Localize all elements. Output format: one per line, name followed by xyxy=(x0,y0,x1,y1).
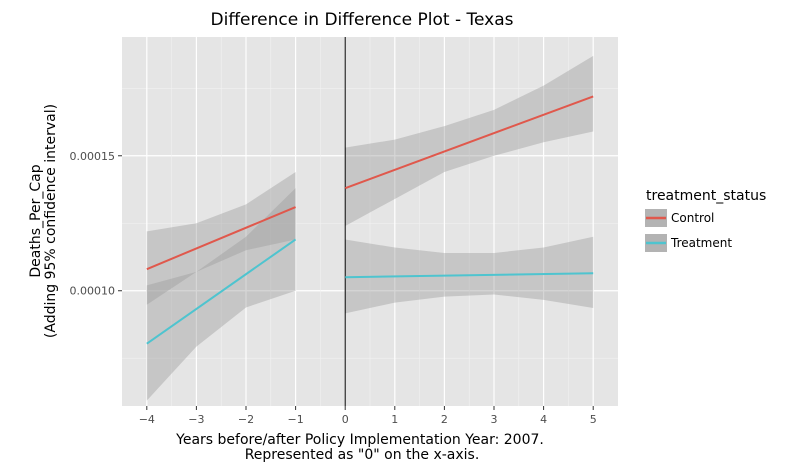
legend-label-control: Control xyxy=(671,211,714,225)
confidence-band-treatment-before xyxy=(146,188,296,401)
gridlines xyxy=(122,37,618,406)
line-treatment-after xyxy=(345,272,594,279)
y-tick-label: 0.00010 xyxy=(70,285,116,298)
x-tick-label: −3 xyxy=(188,413,204,426)
y-axis-ticks: 0.00010 0.00015 xyxy=(70,150,122,298)
y-axis-title-line-1: Deaths_Per_Cap xyxy=(28,164,44,277)
line-control-before xyxy=(146,206,296,271)
y-axis-title: Deaths_Per_Cap (Adding 95% confidence in… xyxy=(28,104,59,338)
chart-title: Difference in Difference Plot - Texas xyxy=(211,10,514,30)
x-tick-label: 1 xyxy=(391,413,398,426)
x-axis-ticks: −4 −3 −2 −1 0 1 2 3 4 5 xyxy=(139,406,597,426)
legend-label-treatment: Treatment xyxy=(670,236,732,250)
x-tick-label: 3 xyxy=(491,413,498,426)
confidence-band-control-after xyxy=(345,55,594,226)
line-control-after xyxy=(344,95,594,190)
x-tick-label: 5 xyxy=(590,413,597,426)
legend: treatment_status Control Treatment xyxy=(645,188,766,252)
y-axis-title-line-2: (Adding 95% confidence interval) xyxy=(43,104,59,338)
x-tick-label: 0 xyxy=(342,413,349,426)
x-tick-label: 2 xyxy=(441,413,448,426)
line-treatment-before xyxy=(146,238,297,345)
x-tick-label: 4 xyxy=(540,413,547,426)
legend-title: treatment_status xyxy=(646,188,766,204)
x-tick-label: −2 xyxy=(238,413,254,426)
series-lines xyxy=(146,95,594,345)
legend-entries: Control Treatment xyxy=(645,209,732,252)
y-tick-label: 0.00015 xyxy=(70,150,116,163)
x-axis-title-line-2: Represented as "0" on the x-axis. xyxy=(245,447,480,463)
x-tick-label: −4 xyxy=(139,413,155,426)
x-axis-title-line-1: Years before/after Policy Implementation… xyxy=(175,432,544,448)
x-tick-label: −1 xyxy=(287,413,303,426)
